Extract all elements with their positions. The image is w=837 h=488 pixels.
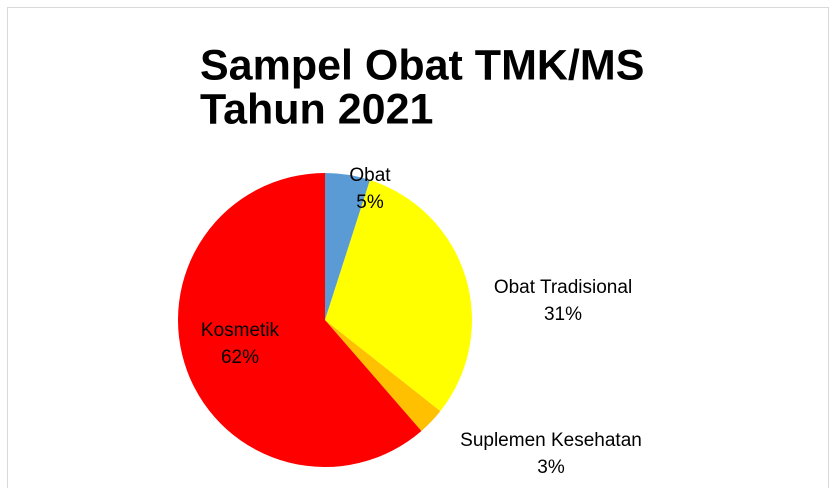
slice-value-label: 3% (537, 457, 565, 478)
pie-slice (325, 320, 441, 431)
pie-slice (178, 173, 422, 467)
slice-value-label: 31% (544, 304, 582, 325)
pie-slice (325, 180, 472, 412)
chart-title: Sampel Obat TMK/MS (200, 41, 644, 89)
pie-slice (325, 173, 370, 320)
slice-label: Kosmetik (201, 320, 280, 341)
chart-title: Tahun 2021 (200, 85, 433, 133)
slice-value-label: 5% (356, 192, 384, 213)
slice-label: Suplemen Kesehatan (460, 430, 642, 451)
slice-label: Obat (349, 165, 391, 186)
slice-value-label: 62% (221, 347, 259, 368)
slice-label: Obat Tradisional (494, 277, 632, 298)
